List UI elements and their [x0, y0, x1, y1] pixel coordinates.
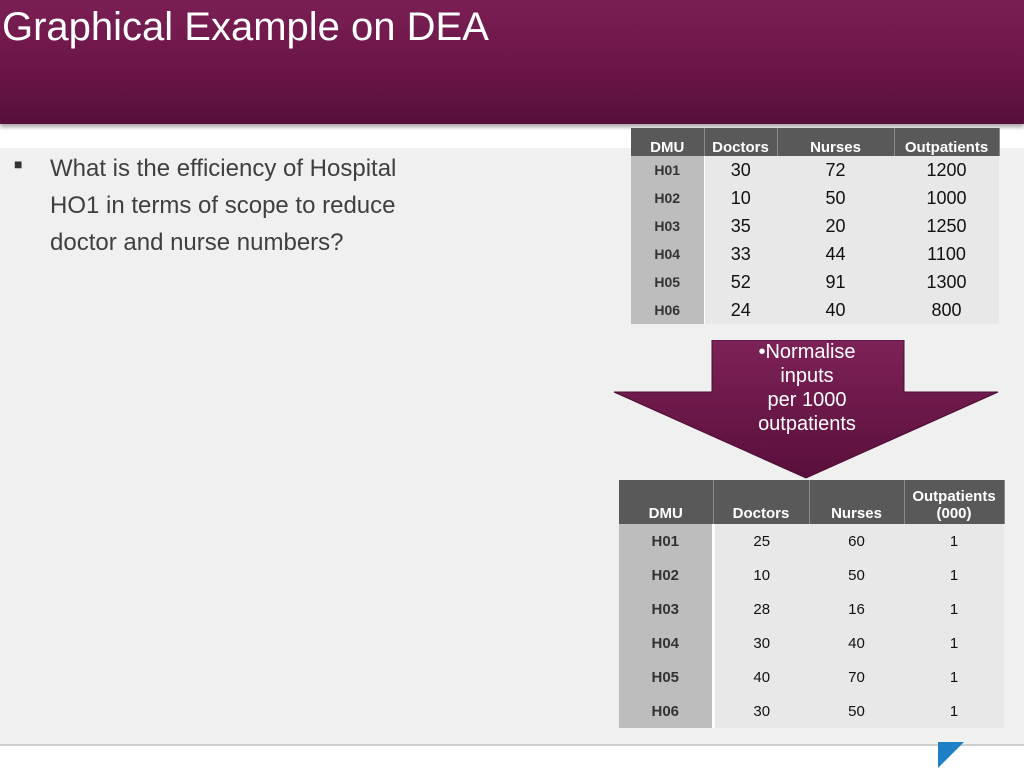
table-cell: 40: [713, 660, 809, 694]
table-cell: 44: [777, 240, 894, 268]
bullet-question: What is the efficiency of Hospital HO1 i…: [50, 155, 397, 256]
table-row: H06 30 50 1: [619, 694, 1004, 728]
table-cell: 20: [777, 212, 894, 240]
table-row: H05 52 91 1300: [631, 268, 999, 296]
table-cell: 30: [704, 156, 777, 184]
table-cell: 1: [904, 660, 1004, 694]
table-cell: 1200: [894, 156, 999, 184]
table-cell: 1: [904, 524, 1004, 558]
raw-data-table: DMU Doctors Nurses Outpatients H01 30 72…: [631, 128, 1000, 324]
normalised-data-table: DMU Doctors Nurses Outpatients (000) H01…: [619, 480, 1005, 728]
table-row: H01 30 72 1200: [631, 156, 999, 184]
slide-title: Graphical Example on DEA: [2, 5, 489, 49]
table-row: H02 10 50 1: [619, 558, 1004, 592]
table-cell: H02: [631, 184, 705, 212]
table1-header-doctors: Doctors: [704, 128, 778, 156]
table-cell: 1300: [894, 268, 999, 296]
table-cell: H02: [619, 558, 715, 592]
bullet-square-icon: ■: [14, 156, 23, 172]
table-cell: H05: [619, 660, 715, 694]
normalise-line: outpatients: [758, 413, 856, 435]
table-cell: 50: [777, 184, 894, 212]
table-cell: 33: [704, 240, 777, 268]
table-cell: H03: [631, 212, 705, 240]
table-cell: H06: [631, 296, 705, 324]
table-cell: 1100: [894, 240, 999, 268]
table-row: H05 40 70 1: [619, 660, 1004, 694]
table-cell: 1: [904, 558, 1004, 592]
table-cell: 1: [904, 626, 1004, 660]
table-cell: H06: [619, 694, 715, 728]
normalise-line: inputs: [780, 365, 834, 387]
table-row: H03 28 16 1: [619, 592, 1004, 626]
table-cell: 60: [809, 524, 904, 558]
table-cell: H03: [619, 592, 715, 626]
table-row: H03 35 20 1250: [631, 212, 999, 240]
table-cell: 70: [809, 660, 904, 694]
normalise-line: per 1000: [767, 389, 847, 411]
table-row: H02 10 50 1000: [631, 184, 999, 212]
table-row: H04 33 44 1100: [631, 240, 999, 268]
table-cell: H04: [619, 626, 715, 660]
table-cell: 40: [777, 296, 894, 324]
table-cell: 30: [713, 626, 809, 660]
table-cell: 1: [904, 694, 1004, 728]
down-arrow-icon: [613, 340, 999, 479]
table-cell: 50: [809, 558, 904, 592]
table-cell: 72: [777, 156, 894, 184]
table-cell: 50: [809, 694, 904, 728]
table-cell: 40: [809, 626, 904, 660]
table2-header-doctors: Doctors: [713, 480, 810, 524]
table-cell: 1: [904, 592, 1004, 626]
table-cell: 1250: [894, 212, 999, 240]
table-cell: 35: [704, 212, 777, 240]
table-row: H06 24 40 800: [631, 296, 999, 324]
table-cell: 24: [704, 296, 777, 324]
table-cell: 10: [704, 184, 777, 212]
table-cell: 30: [713, 694, 809, 728]
normalise-line: •Normalise: [758, 341, 856, 363]
table-cell: H01: [631, 156, 705, 184]
table-cell: 28: [713, 592, 809, 626]
table-cell: 52: [704, 268, 777, 296]
title-bar: Graphical Example on DEA: [0, 0, 1024, 124]
table-cell: H01: [619, 524, 715, 558]
table-cell: 800: [894, 296, 999, 324]
table-cell: 1000: [894, 184, 999, 212]
table-cell: H04: [631, 240, 705, 268]
table1-header-nurses: Nurses: [777, 128, 895, 156]
table2-header-nurses: Nurses: [809, 480, 905, 524]
table-cell: 91: [777, 268, 894, 296]
table2-header-dmu: DMU: [619, 480, 714, 524]
table2-header-outpatients: Outpatients (000): [904, 480, 1005, 524]
table-cell: 25: [713, 524, 809, 558]
table-cell: 16: [809, 592, 904, 626]
table1-header-outpatients: Outpatients: [894, 128, 1000, 156]
table1-header-dmu: DMU: [631, 128, 705, 156]
corner-triangle-icon: [938, 742, 964, 768]
table-cell: 10: [713, 558, 809, 592]
table-cell: H05: [631, 268, 705, 296]
normalise-note: •Normalise inputs per 1000 outpatients: [712, 340, 902, 436]
table-row: H01 25 60 1: [619, 524, 1004, 558]
table-row: H04 30 40 1: [619, 626, 1004, 660]
